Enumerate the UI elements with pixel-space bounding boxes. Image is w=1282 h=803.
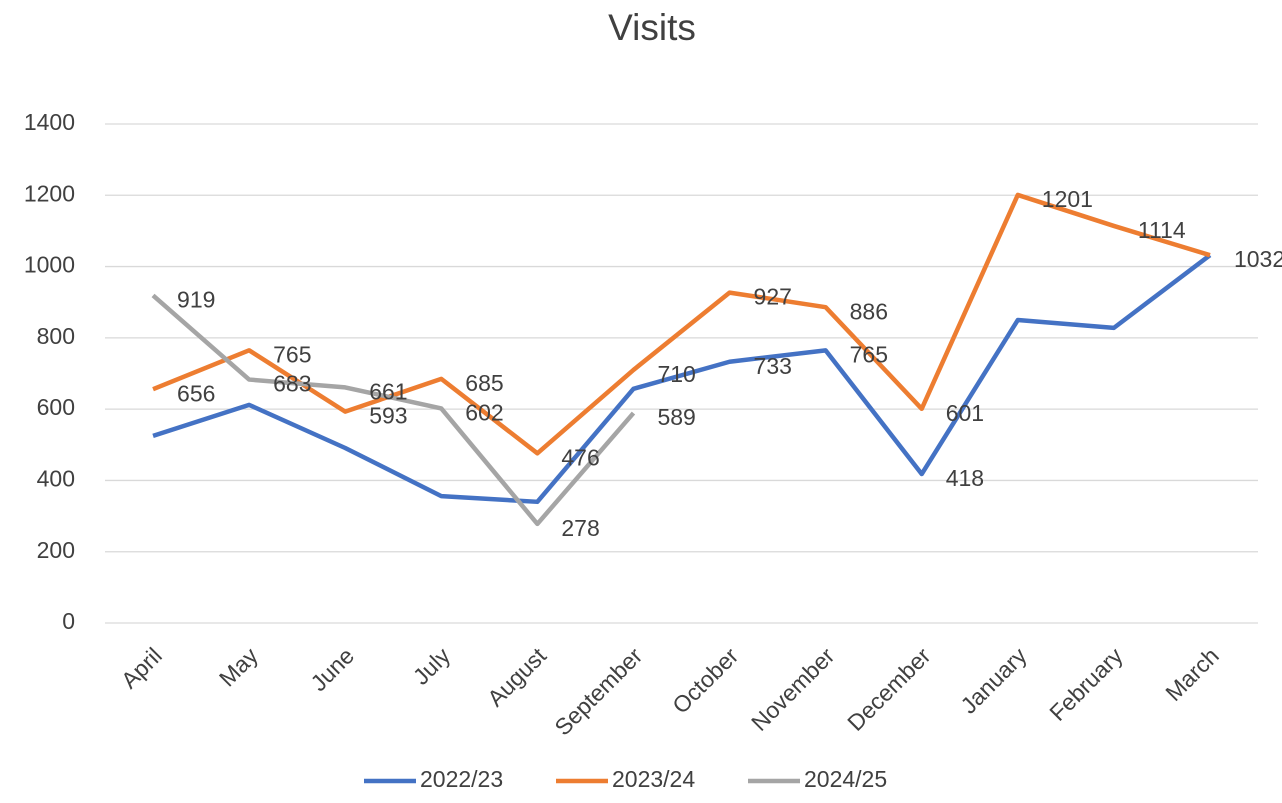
y-tick-label: 1400 [24,109,75,135]
data-label: 1032 [1234,246,1282,272]
x-tick-label: April [116,642,167,693]
data-label: 685 [465,370,503,396]
series-line [151,293,636,527]
data-label: 683 [273,371,311,397]
x-tick-label: August [482,642,551,711]
series-line [152,253,1212,505]
x-tick-label: November [746,642,840,736]
x-tick-label: February [1044,642,1128,726]
chart-title: Visits [608,7,696,48]
data-label: 278 [561,515,599,541]
y-tick-label: 400 [37,466,75,492]
data-label: 710 [657,361,695,387]
x-tick-label: September [549,642,647,740]
data-label: 418 [946,465,984,491]
legend-label: 2022/23 [420,766,503,792]
y-tick-label: 1200 [24,180,75,206]
data-label: 476 [561,444,599,470]
y-tick-label: 0 [62,608,75,634]
data-label: 1114 [1138,217,1186,243]
data-label: 733 [754,353,792,379]
y-tick-label: 200 [37,537,75,563]
data-label: 593 [369,403,407,429]
legend-label: 2024/25 [804,766,887,792]
legend-label: 2023/24 [612,766,695,792]
x-tick-label: May [214,642,263,691]
data-label: 919 [177,287,215,313]
series-line [152,192,1211,456]
y-tick-label: 800 [37,323,75,349]
data-label: 601 [946,400,984,426]
data-label: 589 [657,404,695,430]
x-tick-label: December [842,642,936,736]
data-label: 656 [177,380,215,406]
data-label: 886 [850,298,888,324]
x-tick-label: January [955,642,1032,719]
y-tick-label: 1000 [24,252,75,278]
data-label: 765 [273,341,311,367]
data-label: 602 [465,400,503,426]
data-label: 927 [754,284,792,310]
x-tick-label: March [1160,642,1224,706]
data-label: 765 [850,341,888,367]
x-tick-label: July [408,642,456,690]
data-label: 1201 [1042,186,1093,212]
y-tick-label: 600 [37,394,75,420]
data-label: 661 [369,378,407,404]
x-tick-label: June [305,642,359,696]
x-tick-label: October [667,642,743,718]
